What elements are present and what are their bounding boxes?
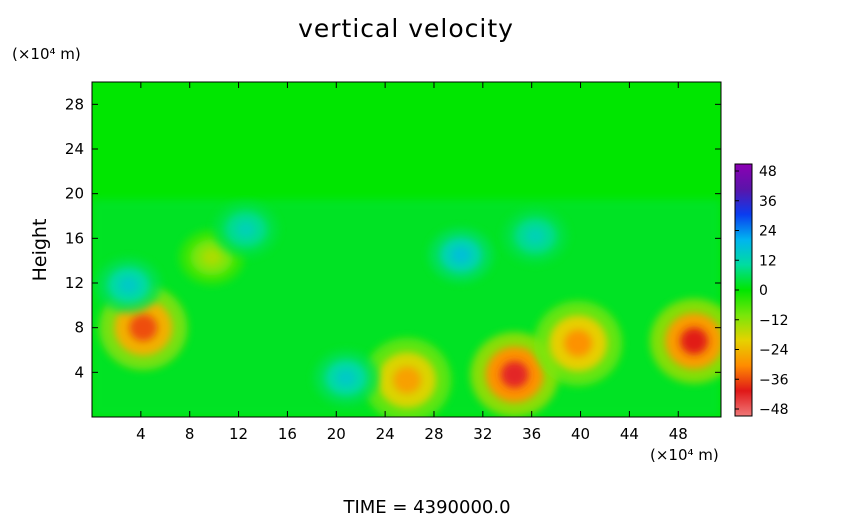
heatmap-feature-core	[500, 361, 529, 388]
colorbar-label: −36	[759, 372, 789, 388]
colorbar-label: −24	[759, 343, 789, 359]
y-tick-label: 8	[74, 319, 84, 337]
x-tick-label: 16	[278, 425, 297, 443]
colorbar-label: 12	[759, 253, 777, 269]
x-tick-label: 20	[327, 425, 346, 443]
x-tick-label: 36	[522, 425, 541, 443]
heatmap-feature-core	[450, 246, 472, 264]
x-tick-label: 44	[620, 425, 639, 443]
x-tick-label: 48	[669, 425, 688, 443]
colorbar-label: 0	[759, 283, 768, 299]
heatmap-feature-core	[680, 327, 709, 355]
y-tick-label: 16	[65, 229, 84, 247]
x-tick-label: 8	[185, 425, 195, 443]
colorbar-label: 24	[759, 224, 777, 240]
heatmap-feature-core	[335, 369, 357, 387]
heatmap-feature-core	[564, 329, 593, 357]
y-tick-label: 20	[65, 185, 84, 203]
heatmap-feature-core	[129, 314, 158, 342]
x-tick-label: 28	[424, 425, 443, 443]
heatmap-feature-core	[201, 248, 222, 267]
heatmap-field	[92, 199, 721, 417]
x-tick-label: 32	[473, 425, 492, 443]
x-tick-label: 4	[136, 425, 146, 443]
y-tick-label: 4	[74, 363, 84, 381]
colorbar-label: 36	[759, 194, 777, 210]
x-tick-label: 12	[229, 425, 248, 443]
heatmap-feature-core	[525, 227, 546, 245]
time-label: TIME = 4390000.0	[343, 497, 511, 518]
x-tick-label: 40	[571, 425, 590, 443]
y-tick-label: 24	[65, 140, 84, 158]
y-axis-unit: (×10⁴ m)	[12, 45, 81, 63]
x-axis-unit: (×10⁴ m)	[650, 446, 719, 464]
colorbar-label: −12	[759, 313, 789, 329]
y-tick-label: 28	[65, 95, 84, 113]
colorbar-label: −48	[759, 402, 789, 418]
plot-frame	[91, 81, 722, 418]
heatmap-feature-core	[118, 276, 139, 294]
heatmap-feature-core	[393, 366, 422, 394]
colorbar-label: 48	[759, 164, 777, 180]
heatmap-feature-core	[235, 220, 257, 239]
chart-title: vertical velocity	[298, 14, 514, 43]
x-tick-label: 24	[376, 425, 395, 443]
y-tick-label: 12	[65, 274, 84, 292]
